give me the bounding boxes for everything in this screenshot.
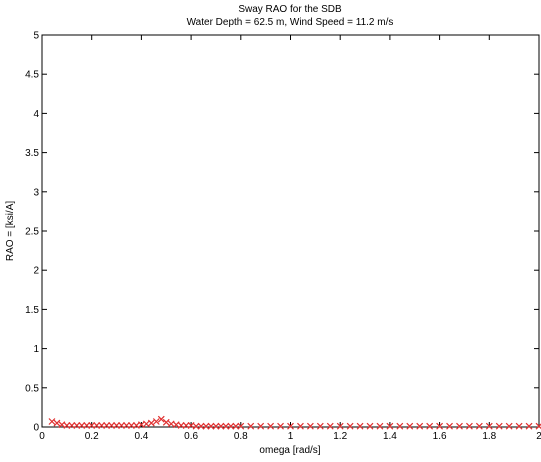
data-point — [495, 422, 503, 430]
data-point — [505, 422, 513, 430]
data-point — [306, 422, 314, 430]
data-point — [336, 422, 344, 430]
data-point — [113, 422, 120, 429]
plot-area — [41, 34, 540, 428]
y-tick-label: 3.5 — [25, 148, 39, 159]
y-axis: 0 0.5 1 1.5 2 2.5 3 3.5 4 4.5 5 — [25, 31, 539, 434]
data-point — [73, 422, 81, 429]
data-point — [436, 422, 444, 430]
chart-subtitle: Water Depth = 62.5 m, Wind Speed = 11.2 … — [187, 17, 394, 28]
x-tick-label: 0.8 — [234, 431, 248, 442]
data-point — [128, 422, 135, 429]
data-point — [192, 422, 200, 430]
data-point — [247, 422, 255, 430]
data-point — [88, 422, 96, 429]
y-tick-label: 1.5 — [25, 305, 39, 316]
x-tick-label: 0.2 — [85, 431, 99, 442]
data-point — [63, 422, 71, 429]
data-point — [152, 418, 160, 425]
y-tick-label: 0.5 — [25, 383, 39, 394]
x-tick-label: 0 — [39, 431, 45, 442]
data-point — [525, 422, 533, 430]
data-point — [535, 422, 541, 430]
data-point — [386, 422, 394, 430]
data-point — [108, 422, 116, 429]
data-point — [475, 422, 483, 430]
data-point — [346, 422, 354, 430]
x-tick-label: 0.4 — [134, 431, 148, 442]
data-point — [83, 422, 91, 429]
data-point — [406, 422, 414, 430]
data-point — [446, 422, 453, 430]
data-point — [207, 422, 215, 430]
data-point — [465, 422, 473, 430]
data-point — [177, 422, 185, 429]
x-tick-label: 1.6 — [433, 431, 447, 442]
x-tick-label: 1.2 — [333, 431, 347, 442]
data-point — [78, 422, 86, 429]
data-point — [396, 422, 404, 430]
x-tick-label: 2 — [536, 431, 541, 442]
data-point — [212, 422, 220, 430]
data-point — [202, 422, 210, 430]
data-point — [515, 422, 523, 430]
data-point — [232, 422, 240, 430]
data-point — [277, 422, 284, 430]
data-point — [257, 422, 265, 430]
y-tick-label: 0 — [33, 423, 39, 434]
data-point — [326, 422, 334, 430]
data-point — [485, 422, 493, 430]
data-point — [297, 422, 304, 430]
data-point — [197, 422, 205, 430]
data-point — [356, 422, 364, 430]
data-point — [376, 422, 384, 430]
data-point — [53, 419, 61, 427]
data-point — [237, 422, 245, 430]
data-point — [287, 422, 294, 430]
data-point — [93, 422, 101, 429]
data-point — [118, 422, 125, 429]
data-point — [98, 422, 106, 429]
data-point — [227, 422, 235, 430]
x-tick-label: 0.6 — [184, 431, 198, 442]
data-point — [366, 422, 374, 430]
data-point — [157, 415, 165, 423]
data-point — [222, 422, 230, 430]
y-tick-label: 3 — [33, 187, 39, 198]
x-tick-label: 1.8 — [482, 431, 496, 442]
x-tick-label: 1 — [288, 431, 294, 442]
data-point — [456, 422, 463, 430]
data-point — [123, 422, 130, 429]
data-point — [162, 418, 170, 426]
chart-title: Sway RAO for the SDB — [238, 4, 342, 15]
y-tick-label: 2.5 — [25, 227, 39, 238]
data-series — [48, 415, 541, 430]
x-tick-label: 1.4 — [383, 431, 397, 442]
data-point — [147, 419, 155, 427]
data-point — [68, 422, 76, 429]
data-point — [316, 422, 324, 430]
y-tick-label: 2 — [33, 266, 39, 277]
data-point — [48, 418, 56, 425]
x-axis-label: omega [rad/s] — [259, 445, 320, 456]
y-tick-label: 4.5 — [25, 70, 39, 81]
y-tick-label: 1 — [33, 344, 39, 355]
y-tick-label: 5 — [33, 31, 39, 42]
data-point — [217, 422, 225, 430]
x-axis: 0 0.2 0.4 0.6 0.8 1 1.2 1.4 1.6 1.8 2 — [39, 35, 541, 442]
data-point — [416, 422, 424, 430]
data-point — [182, 422, 190, 429]
data-point — [426, 422, 434, 430]
data-point — [267, 422, 275, 430]
y-axis-label: RAO = [ksi/A] — [5, 201, 16, 262]
data-point — [103, 422, 111, 429]
y-tick-label: 4 — [33, 109, 39, 120]
